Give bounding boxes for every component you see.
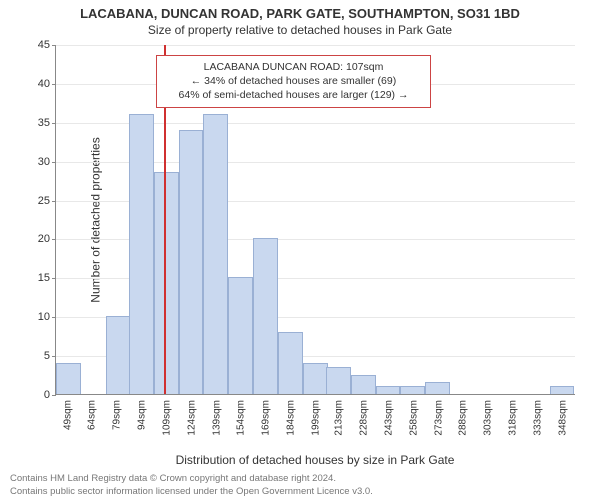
histogram-bar [326, 367, 351, 394]
x-tick-label: 154sqm [236, 400, 247, 436]
histogram-bar [253, 238, 278, 394]
y-tick-mark [52, 278, 56, 279]
y-tick-label: 30 [38, 156, 50, 168]
y-tick-mark [52, 45, 56, 46]
histogram-bar [550, 386, 575, 394]
x-tick-label: 199sqm [311, 400, 322, 436]
histogram-bar [179, 130, 204, 394]
x-tick-label: 348sqm [557, 400, 568, 436]
histogram-bar [129, 114, 154, 394]
histogram-bar [106, 316, 131, 394]
x-tick-label: 184sqm [286, 400, 297, 436]
x-tick-label: 273sqm [433, 400, 444, 436]
histogram-bar [278, 332, 303, 394]
y-tick-label: 0 [44, 389, 50, 401]
histogram-bar [351, 375, 376, 394]
histogram-bar [303, 363, 328, 394]
x-tick-label: 124sqm [186, 400, 197, 436]
y-tick-mark [52, 239, 56, 240]
x-tick-label: 64sqm [87, 400, 98, 430]
x-tick-label: 243sqm [383, 400, 394, 436]
gridline [56, 45, 575, 46]
y-tick-mark [52, 356, 56, 357]
x-tick-label: 333sqm [532, 400, 543, 436]
x-tick-label: 139sqm [211, 400, 222, 436]
annotation-line: 64% of semi-detached houses are larger (… [163, 88, 424, 102]
title-address: LACABANA, DUNCAN ROAD, PARK GATE, SOUTHA… [0, 0, 600, 21]
x-tick-label: 318sqm [508, 400, 519, 436]
y-tick-label: 25 [38, 195, 50, 207]
y-tick-label: 5 [44, 350, 50, 362]
histogram-bar [56, 363, 81, 394]
x-tick-label: 213sqm [334, 400, 345, 436]
x-tick-label: 79sqm [112, 400, 123, 430]
y-tick-mark [52, 317, 56, 318]
y-tick-mark [52, 201, 56, 202]
x-tick-label: 169sqm [261, 400, 272, 436]
x-tick-label: 109sqm [161, 400, 172, 436]
y-tick-mark [52, 162, 56, 163]
x-axis-label: Distribution of detached houses by size … [55, 453, 575, 467]
y-tick-label: 40 [38, 78, 50, 90]
y-tick-mark [52, 123, 56, 124]
footer-line1: Contains HM Land Registry data © Crown c… [10, 473, 373, 485]
footer-line2: Contains public sector information licen… [10, 486, 373, 498]
histogram-bar [425, 382, 450, 394]
x-tick-label: 49sqm [62, 400, 73, 430]
x-tick-label: 94sqm [137, 400, 148, 430]
histogram-bar [154, 172, 179, 394]
y-tick-mark [52, 84, 56, 85]
y-tick-label: 45 [38, 39, 50, 51]
annotation-line: ← 34% of detached houses are smaller (69… [163, 74, 424, 88]
x-tick-label: 228sqm [359, 400, 370, 436]
chart-container: LACABANA, DUNCAN ROAD, PARK GATE, SOUTHA… [0, 0, 600, 500]
x-tick-label: 258sqm [408, 400, 419, 436]
annotation-box: LACABANA DUNCAN ROAD: 107sqm← 34% of det… [156, 55, 431, 108]
annotation-line: LACABANA DUNCAN ROAD: 107sqm [163, 60, 424, 74]
histogram-bar [203, 114, 228, 394]
y-tick-label: 10 [38, 311, 50, 323]
y-tick-label: 15 [38, 272, 50, 284]
title-subtitle: Size of property relative to detached ho… [0, 21, 600, 37]
x-tick-label: 288sqm [458, 400, 469, 436]
y-tick-label: 20 [38, 233, 50, 245]
histogram-bar [228, 277, 253, 394]
histogram-bar [400, 386, 425, 394]
histogram-bar [376, 386, 401, 394]
y-tick-mark [52, 395, 56, 396]
plot-area: 05101520253035404549sqm64sqm79sqm94sqm10… [55, 45, 575, 395]
y-tick-label: 35 [38, 117, 50, 129]
chart-area: Number of detached properties 0510152025… [55, 45, 575, 395]
x-tick-label: 303sqm [483, 400, 494, 436]
footer-attribution: Contains HM Land Registry data © Crown c… [10, 473, 373, 498]
